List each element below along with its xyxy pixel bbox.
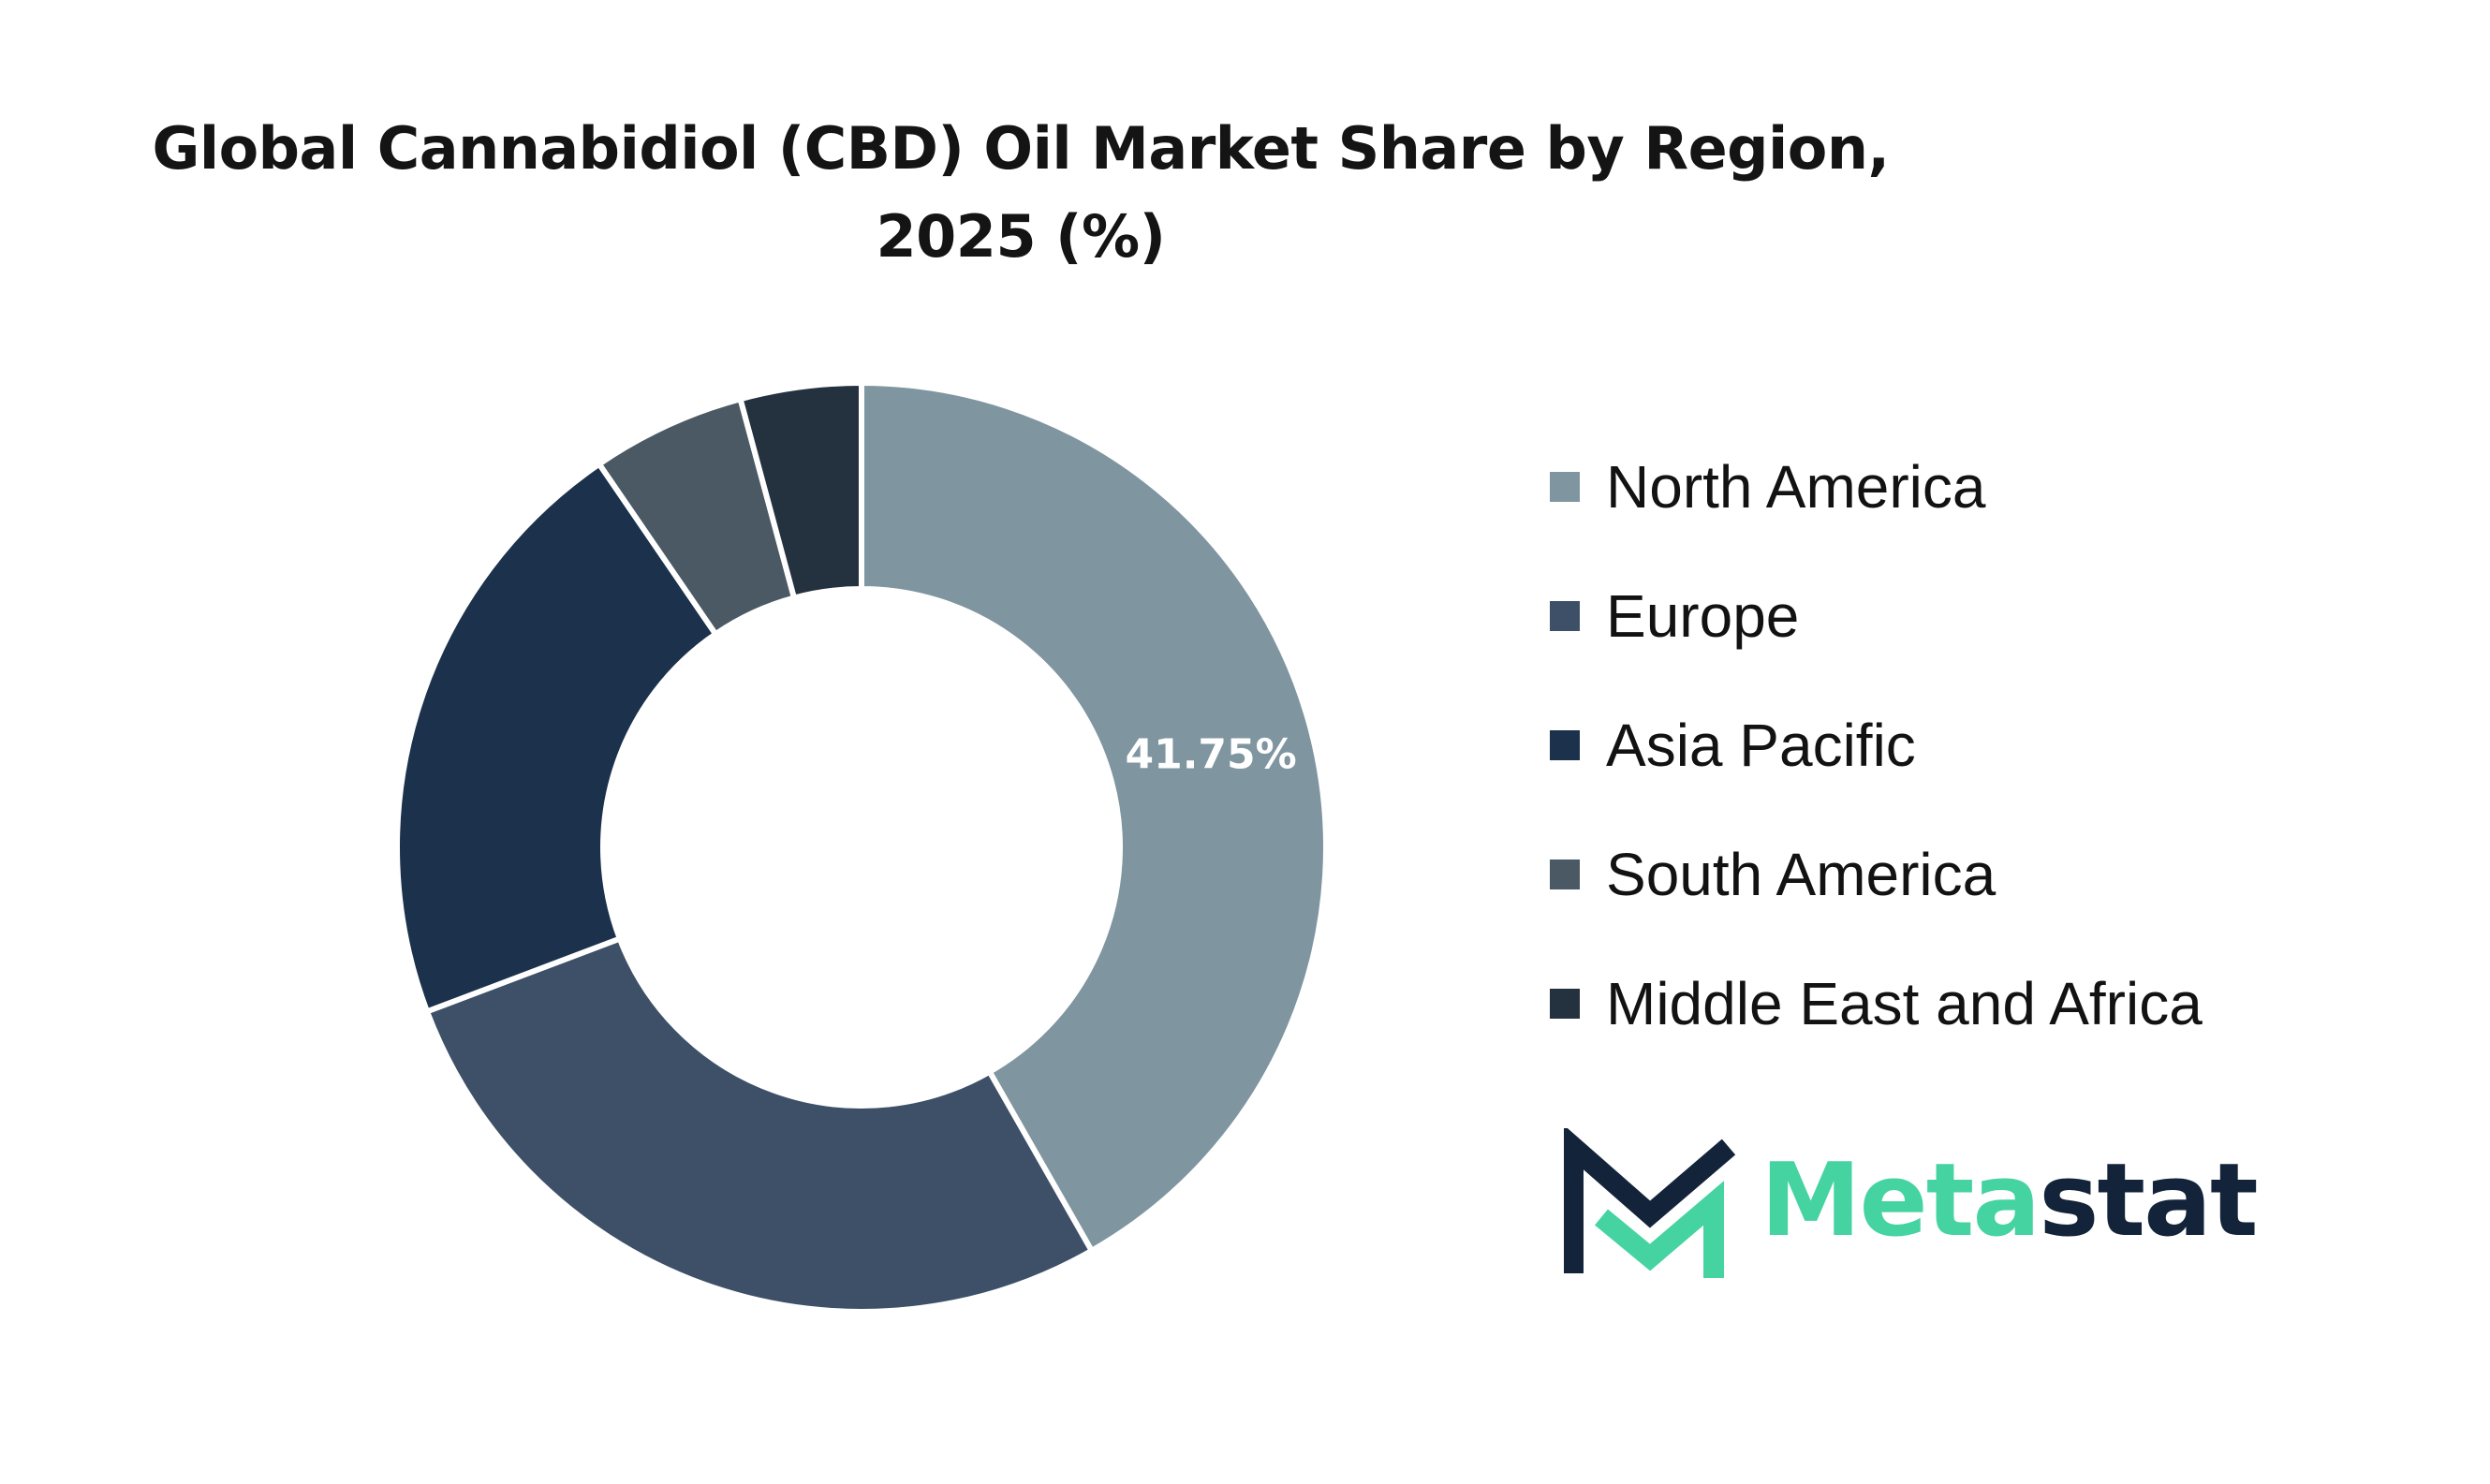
- legend-item-north-america[interactable]: North America: [1550, 438, 2393, 567]
- legend-swatch: [1550, 860, 1580, 889]
- chart-title-line-2: 2025 (%): [876, 202, 1166, 271]
- metastat-logo: Metastat: [1564, 1128, 2259, 1278]
- legend-swatch: [1550, 730, 1580, 760]
- legend-item-asia-pacific[interactable]: Asia Pacific: [1550, 697, 2393, 826]
- legend-label: South America: [1606, 841, 1996, 908]
- metastat-logo-mark-icon: [1564, 1128, 1736, 1278]
- chart-title-line-1: Global Cannabidiol (CBD) Oil Market Shar…: [152, 114, 1890, 183]
- legend-label: Europe: [1606, 582, 1800, 650]
- data-label-north-america: 41.75%: [1125, 731, 1296, 779]
- legend-swatch: [1550, 989, 1580, 1019]
- legend-swatch: [1550, 601, 1580, 631]
- metastat-logo-text: Metastat: [1761, 1142, 2259, 1259]
- logo-text-stat: stat: [2039, 1142, 2258, 1259]
- legend-item-south-america[interactable]: South America: [1550, 826, 2393, 955]
- donut-chart: 41.75%: [394, 380, 1329, 1315]
- legend: North America Europe Asia Pacific South …: [1550, 438, 2393, 1084]
- donut-slice-europe[interactable]: [424, 935, 1095, 1315]
- donut-slice-asia-pacific[interactable]: [394, 461, 719, 1015]
- legend-label: North America: [1606, 453, 1986, 521]
- legend-item-middle-east-and-africa[interactable]: Middle East and Africa: [1550, 955, 2393, 1084]
- legend-label: Asia Pacific: [1606, 712, 1916, 779]
- chart-title: Global Cannabidiol (CBD) Oil Market Shar…: [0, 105, 2041, 281]
- donut-slice-middle-east-and-africa[interactable]: [737, 380, 864, 601]
- legend-swatch: [1550, 472, 1580, 502]
- donut-slice-north-america[interactable]: [859, 380, 1329, 1254]
- legend-label: Middle East and Africa: [1606, 970, 2203, 1037]
- legend-item-europe[interactable]: Europe: [1550, 567, 2393, 697]
- logo-text-meta: Meta: [1761, 1142, 2041, 1259]
